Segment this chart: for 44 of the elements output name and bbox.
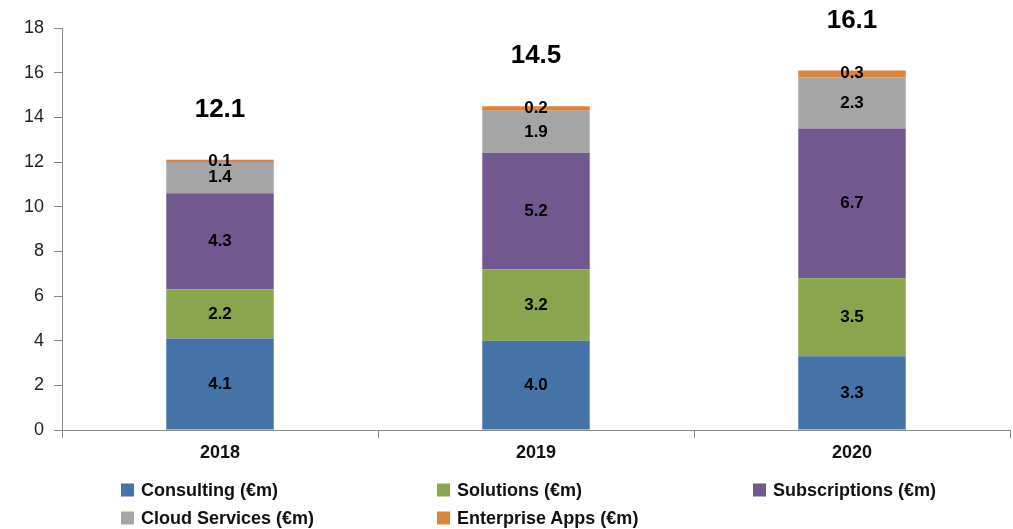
y-tick-label: 16 bbox=[23, 61, 44, 82]
bar bbox=[482, 153, 590, 270]
bar bbox=[798, 278, 906, 357]
bar bbox=[166, 289, 274, 339]
y-tick-label: 14 bbox=[23, 106, 44, 127]
data-label: 0.1 bbox=[208, 150, 232, 170]
data-label: 4.1 bbox=[208, 373, 232, 393]
bar bbox=[482, 340, 590, 430]
y-tick-label: 6 bbox=[33, 284, 44, 305]
bar bbox=[798, 356, 906, 430]
data-label: 3.2 bbox=[524, 294, 548, 314]
y-tick-label: 12 bbox=[23, 150, 44, 171]
data-label: 1.4 bbox=[208, 167, 233, 187]
data-label: 1.9 bbox=[524, 121, 548, 141]
data-label: 3.5 bbox=[840, 306, 864, 326]
x-tick-label: 2020 bbox=[831, 441, 873, 462]
legend-label: Solutions (€m) bbox=[457, 479, 582, 500]
data-label: 6.7 bbox=[840, 193, 864, 212]
data-label: 4.0 bbox=[524, 374, 548, 394]
data-label: 2.2 bbox=[208, 303, 232, 323]
legend-label: Enterprise Apps (€m) bbox=[457, 507, 639, 528]
y-tick-label: 10 bbox=[23, 195, 44, 216]
legend-label: Subscriptions (€m) bbox=[773, 479, 937, 500]
data-label: 2.3 bbox=[840, 92, 864, 112]
y-tick-label: 2 bbox=[33, 374, 44, 395]
legend-label: Consulting (€m) bbox=[141, 479, 278, 500]
y-tick-label: 4 bbox=[33, 329, 44, 350]
data-label: 3.3 bbox=[840, 382, 864, 402]
y-tick-label: 8 bbox=[33, 240, 44, 261]
bar bbox=[798, 77, 906, 129]
data-label: 4.3 bbox=[208, 230, 232, 250]
total-label: 12.1 bbox=[194, 92, 246, 123]
total-label: 16.1 bbox=[826, 3, 878, 34]
bar bbox=[166, 193, 274, 290]
x-tick-label: 2018 bbox=[199, 441, 241, 462]
y-tick-label: 18 bbox=[23, 16, 44, 37]
bar bbox=[166, 338, 274, 430]
y-tick-label: 0 bbox=[33, 418, 44, 439]
bar bbox=[482, 269, 590, 341]
data-label: 5.2 bbox=[524, 200, 548, 220]
legend-label: Cloud Services (€m) bbox=[141, 507, 315, 528]
x-tick-label: 2019 bbox=[515, 441, 557, 462]
total-label: 14.5 bbox=[510, 39, 562, 70]
bar bbox=[798, 128, 906, 279]
